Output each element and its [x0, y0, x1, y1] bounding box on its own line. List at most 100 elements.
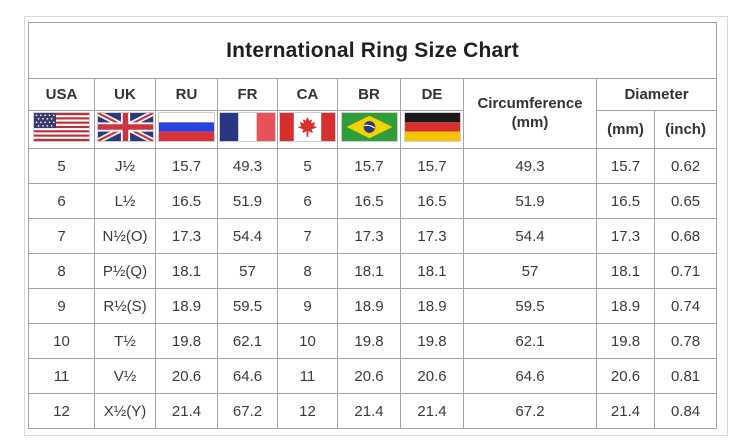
cell: L½: [94, 183, 156, 219]
cell: 17.3: [596, 218, 655, 254]
cell: 62.1: [217, 323, 278, 359]
cell: 16.5: [337, 183, 401, 219]
diameter-mm-header: (mm): [596, 110, 655, 149]
cell: 54.4: [463, 218, 597, 254]
cell: 49.3: [217, 148, 278, 184]
col-header-uk: UK: [94, 78, 156, 111]
cell: P½(Q): [94, 253, 156, 289]
cell: 57: [463, 253, 597, 289]
cell: T½: [94, 323, 156, 359]
cell: 18.1: [337, 253, 401, 289]
flag-ca-icon: [279, 112, 336, 142]
cell: 67.2: [463, 393, 597, 429]
col-header-diameter: Diameter: [595, 78, 718, 111]
cell: 12: [28, 393, 95, 429]
table-row: 6 L½ 16.5 51.9 6 16.5 16.5 51.9 16.5 0.65: [28, 183, 718, 219]
col-header-ca: CA: [277, 78, 338, 111]
cell: 20.6: [337, 358, 401, 394]
cell: 18.1: [596, 253, 655, 289]
cell: 49.3: [463, 148, 597, 184]
table-row: 7 N½(O) 17.3 54.4 7 17.3 17.3 54.4 17.3 0.68: [28, 218, 718, 254]
cell: 21.4: [596, 393, 655, 429]
cell: 20.6: [400, 358, 464, 394]
cell: 54.4: [217, 218, 278, 254]
table-row: 10 T½ 19.8 62.1 10 19.8 19.8 62.1 19.8 0.78: [28, 323, 718, 359]
flag-usa-icon: [33, 112, 90, 142]
flag-cell-ru: [155, 110, 218, 149]
flag-cell-ca: [277, 110, 338, 149]
cell: 15.7: [400, 148, 464, 184]
cell: 11: [277, 358, 338, 394]
flag-br-icon: [340, 112, 398, 142]
cell: 59.5: [463, 288, 597, 324]
cell: 6: [277, 183, 338, 219]
cell: J½: [94, 148, 156, 184]
cell: 19.8: [596, 323, 655, 359]
flag-cell-uk: [94, 110, 156, 149]
cell: 16.5: [400, 183, 464, 219]
circumference-unit: (mm): [511, 113, 549, 131]
cell: 21.4: [400, 393, 464, 429]
page-title: International Ring Size Chart: [27, 22, 718, 79]
cell: 0.65: [653, 183, 718, 219]
flag-uk-icon: [96, 112, 154, 142]
cell: 19.8: [155, 323, 218, 359]
diameter-inch-header: (inch): [653, 110, 718, 149]
ring-size-table-body: 5 J½ 15.7 49.3 5 15.7 15.7 49.3 15.7 0.62 6 L½ 16.5 5…: [28, 148, 718, 429]
ring-size-chart-table: International Ring Size Chart USA UK RU …: [27, 22, 718, 429]
cell: 7: [277, 218, 338, 254]
cell: 10: [28, 323, 95, 359]
title-row: International Ring Size Chart: [27, 22, 718, 79]
cell: 0.62: [653, 148, 718, 184]
cell: 11: [28, 358, 95, 394]
cell: 64.6: [217, 358, 278, 394]
table-row: 11 V½ 20.6 64.6 11 20.6 20.6 64.6 20.6 0.81: [28, 358, 718, 394]
cell: 18.9: [400, 288, 464, 324]
cell: 5: [28, 148, 95, 184]
flag-ru-icon: [158, 112, 215, 142]
col-header-fr: FR: [217, 78, 278, 111]
cell: 15.7: [596, 148, 655, 184]
col-header-usa: USA: [28, 78, 95, 111]
cell: N½(O): [94, 218, 156, 254]
cell: 0.68: [653, 218, 718, 254]
cell: V½: [94, 358, 156, 394]
cell: 10: [277, 323, 338, 359]
cell: 5: [277, 148, 338, 184]
cell: 19.8: [400, 323, 464, 359]
cell: 0.78: [653, 323, 718, 359]
cell: X½(Y): [94, 393, 156, 429]
table-row: 12 X½(Y) 21.4 67.2 12 21.4 21.4 67.2 21.4 0.84: [28, 393, 718, 429]
cell: 15.7: [337, 148, 401, 184]
flag-fr-icon: [219, 112, 276, 142]
cell: 59.5: [217, 288, 278, 324]
table-row: 8 P½(Q) 18.1 57 8 18.1 18.1 57 18.1 0.71: [28, 253, 718, 289]
cell: 18.9: [155, 288, 218, 324]
col-header-circumference: Circumference (mm): [463, 78, 597, 149]
country-code-row: USA UK RU FR CA BR DE Circumference (mm)…: [28, 78, 718, 149]
col-header-ru: RU: [155, 78, 218, 111]
cell: 21.4: [337, 393, 401, 429]
cell: 8: [277, 253, 338, 289]
cell: 7: [28, 218, 95, 254]
cell: 64.6: [463, 358, 597, 394]
cell: 19.8: [337, 323, 401, 359]
flag-row: (mm) (inch): [28, 110, 718, 149]
circumference-label: Circumference: [477, 94, 583, 112]
cell: 15.7: [155, 148, 218, 184]
cell: 16.5: [155, 183, 218, 219]
cell: 18.1: [155, 253, 218, 289]
cell: 12: [277, 393, 338, 429]
cell: 51.9: [217, 183, 278, 219]
cell: 17.3: [400, 218, 464, 254]
cell: 0.81: [653, 358, 718, 394]
cell: 18.9: [596, 288, 655, 324]
cell: 0.74: [653, 288, 718, 324]
cell: 20.6: [596, 358, 655, 394]
cell: 9: [28, 288, 95, 324]
flag-cell-fr: [217, 110, 278, 149]
cell: 17.3: [155, 218, 218, 254]
cell: R½(S): [94, 288, 156, 324]
flag-cell-usa: [28, 110, 95, 149]
flag-cell-de: [400, 110, 464, 149]
